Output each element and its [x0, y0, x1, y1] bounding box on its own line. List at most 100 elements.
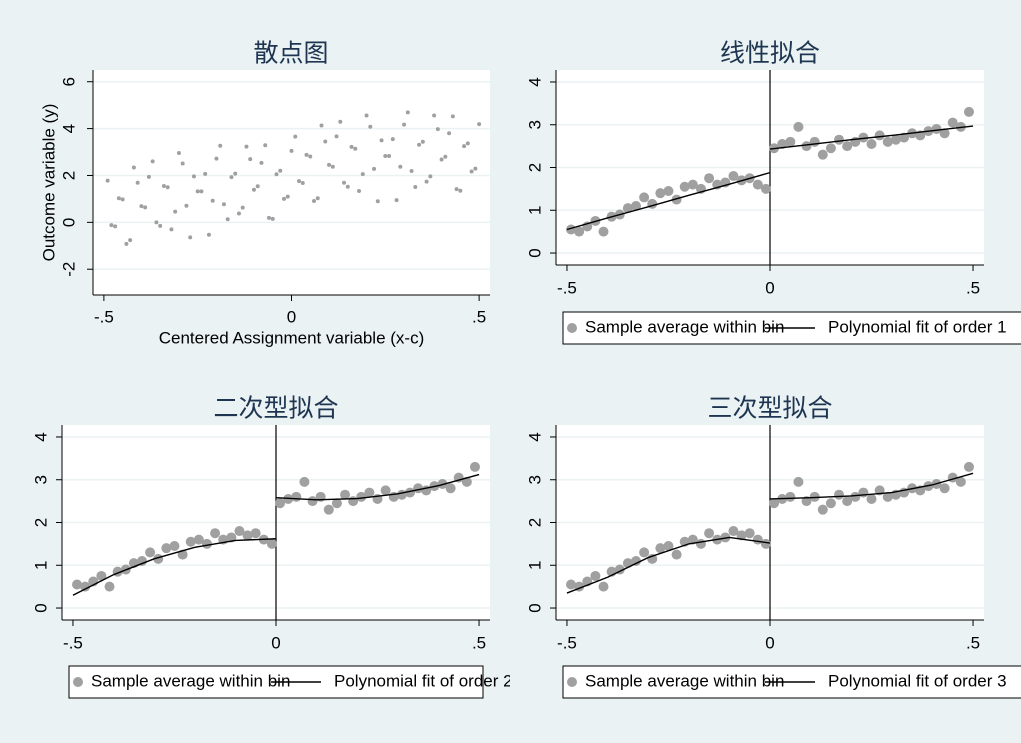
point [963, 461, 974, 472]
point [380, 485, 391, 496]
point [299, 476, 310, 487]
point [687, 534, 698, 545]
point [353, 146, 358, 151]
point [752, 179, 763, 190]
point [199, 189, 204, 194]
point [281, 196, 286, 201]
x-axis-title: Centered Assignment variable (x-c) [159, 328, 425, 347]
y-tick-label: 0 [31, 603, 50, 612]
point [357, 188, 362, 193]
x-tick-label: -.5 [63, 633, 83, 652]
y-tick-label: 0 [59, 218, 78, 227]
point [809, 136, 820, 147]
point [445, 483, 456, 494]
point [454, 187, 459, 192]
point [387, 154, 392, 159]
point [469, 461, 480, 472]
point [760, 538, 771, 549]
point [704, 173, 715, 184]
y-tick-label: 4 [59, 124, 78, 133]
point [785, 491, 796, 502]
point [465, 141, 470, 146]
point [242, 530, 253, 541]
y-tick-label: 2 [59, 171, 78, 180]
y-tick-label: 0 [525, 248, 544, 257]
point [728, 526, 739, 537]
point [203, 171, 208, 176]
point [113, 224, 118, 229]
x-tick-label: .5 [966, 278, 980, 297]
point [105, 178, 110, 183]
x-tick-label: 0 [765, 633, 774, 652]
point [842, 141, 853, 152]
point [874, 130, 885, 141]
point [405, 110, 410, 115]
y-tick-label: 2 [31, 518, 50, 527]
point [109, 223, 114, 228]
panel: 散点图 -2 0 2 4 6 -.5 0 .5 Centered Assignment varia… [39, 40, 490, 347]
point [278, 168, 283, 173]
panel: 三次型拟合 0 1 2 3 4 -.5 0 .5 Sample average within bi… [525, 395, 1021, 699]
point [226, 532, 237, 543]
point [165, 185, 170, 190]
point [834, 489, 845, 500]
fit-line [566, 472, 974, 594]
point [206, 232, 211, 237]
point [825, 143, 836, 154]
y-tick-label: 4 [525, 432, 544, 441]
point [842, 496, 853, 507]
x-tick-label: 0 [271, 633, 280, 652]
point [327, 162, 332, 167]
point [368, 124, 373, 129]
point [443, 154, 448, 159]
legend-label: Sample average within bin [91, 671, 290, 690]
x-tick-label: .5 [472, 633, 486, 652]
point [679, 181, 690, 192]
point [104, 581, 115, 592]
point [161, 184, 166, 189]
point [191, 174, 196, 179]
point [139, 204, 144, 209]
point [364, 113, 369, 118]
point [866, 138, 877, 149]
legend-marker [567, 323, 577, 333]
point [663, 541, 674, 552]
point [760, 183, 771, 194]
point [116, 196, 121, 201]
point [135, 180, 140, 185]
point [124, 241, 129, 246]
point [899, 132, 910, 143]
point [184, 203, 189, 208]
panel-title: 三次型拟合 [707, 395, 832, 423]
y-tick-label: 1 [525, 561, 544, 570]
point [394, 198, 399, 203]
point [150, 159, 155, 164]
point [882, 136, 893, 147]
panel: 线性拟合 0 1 2 3 4 -.5 0 .5 Sample average within bin… [525, 40, 1021, 345]
x-tick-label: -.5 [94, 307, 114, 326]
panel-title: 散点图 [253, 40, 328, 68]
y-tick-label: 3 [525, 120, 544, 129]
point [817, 504, 828, 515]
x-tick-label: .5 [472, 307, 486, 326]
point [307, 496, 318, 507]
point [293, 134, 298, 139]
y-tick-label: 4 [31, 432, 50, 441]
y-tick-label: 3 [31, 475, 50, 484]
plot-region [93, 70, 490, 295]
panel-title: 二次型拟合 [213, 395, 338, 423]
y-tick-label: 1 [31, 561, 50, 570]
y-tick-label: 4 [525, 77, 544, 86]
point [420, 139, 425, 144]
point [424, 179, 429, 184]
point [372, 166, 377, 171]
point [188, 235, 193, 240]
point [349, 144, 354, 149]
point [274, 172, 279, 177]
point [143, 205, 148, 210]
legend-label: Polynomial fit of order 2 [334, 671, 513, 690]
point [120, 197, 125, 202]
point [663, 186, 674, 197]
point [383, 154, 388, 159]
point [356, 491, 367, 502]
